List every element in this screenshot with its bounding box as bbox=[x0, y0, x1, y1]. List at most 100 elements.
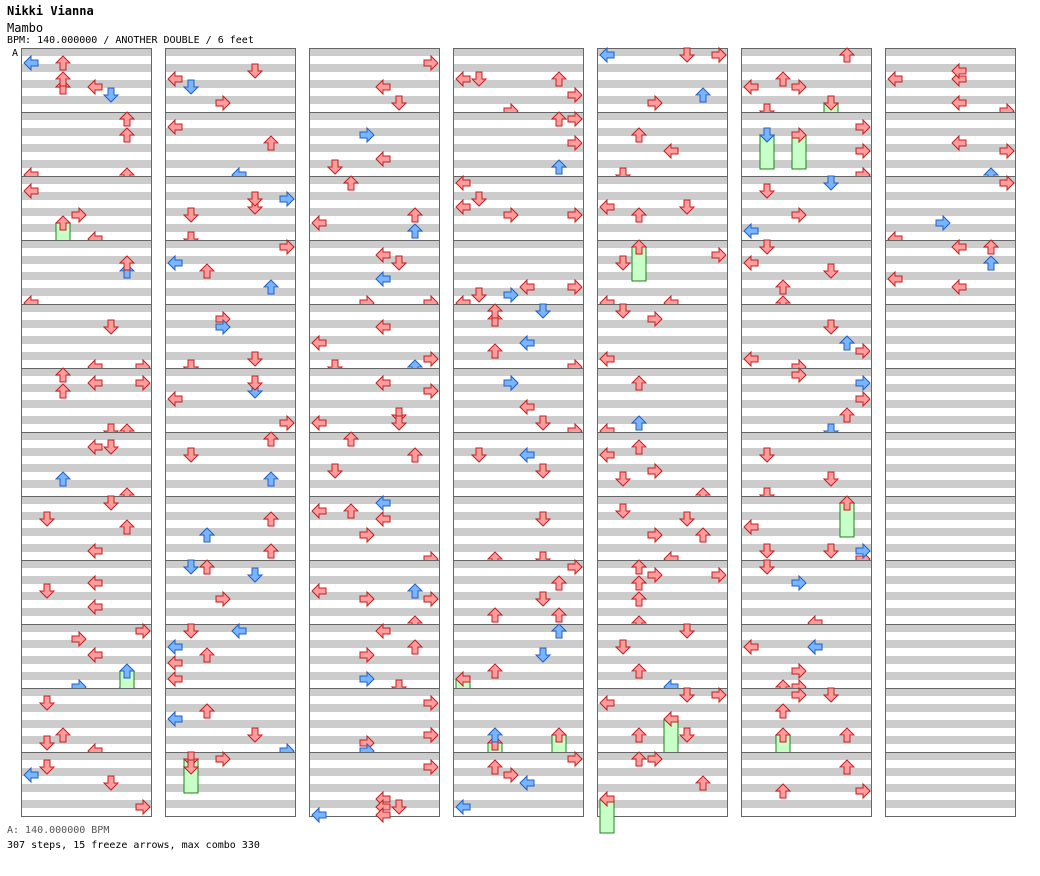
up-arrow-icon bbox=[54, 55, 72, 71]
right-arrow-icon bbox=[855, 782, 871, 800]
measure bbox=[165, 688, 296, 760]
down-arrow-icon bbox=[102, 87, 120, 103]
up-arrow-icon bbox=[774, 71, 792, 87]
down-arrow-icon bbox=[102, 775, 120, 791]
left-arrow-icon bbox=[663, 142, 679, 160]
down-arrow-icon bbox=[102, 439, 120, 455]
measure bbox=[597, 750, 728, 834]
up-arrow-icon bbox=[118, 663, 136, 679]
right-arrow-icon bbox=[791, 206, 807, 224]
left-arrow-icon bbox=[887, 70, 903, 88]
up-arrow-icon bbox=[838, 727, 856, 743]
down-arrow-icon bbox=[614, 255, 632, 271]
left-arrow-icon bbox=[887, 270, 903, 288]
left-arrow-icon bbox=[87, 646, 103, 664]
measure bbox=[597, 496, 728, 568]
down-arrow-icon bbox=[102, 495, 120, 511]
left-arrow-icon bbox=[599, 350, 615, 368]
down-arrow-icon bbox=[822, 687, 840, 703]
measure bbox=[21, 48, 152, 113]
up-arrow-icon bbox=[486, 607, 504, 623]
left-arrow-icon bbox=[167, 70, 183, 88]
right-arrow-icon bbox=[999, 174, 1015, 192]
left-arrow-icon bbox=[231, 622, 247, 640]
measure bbox=[885, 560, 1016, 625]
down-arrow-icon bbox=[758, 127, 776, 143]
down-arrow-icon bbox=[534, 591, 552, 607]
measure bbox=[597, 686, 728, 754]
down-arrow-icon bbox=[246, 63, 264, 79]
down-arrow-icon bbox=[614, 471, 632, 487]
measure bbox=[165, 368, 296, 433]
right-arrow-icon bbox=[423, 382, 439, 400]
down-arrow-icon bbox=[246, 727, 264, 743]
down-arrow-icon bbox=[38, 735, 56, 751]
down-arrow-icon bbox=[390, 95, 408, 111]
right-arrow-icon bbox=[423, 54, 439, 72]
right-arrow-icon bbox=[647, 750, 663, 768]
measure bbox=[453, 623, 584, 714]
right-arrow-icon bbox=[423, 758, 439, 776]
measure bbox=[597, 432, 728, 503]
right-arrow-icon bbox=[135, 798, 151, 816]
left-arrow-icon bbox=[519, 398, 535, 416]
right-arrow-icon bbox=[855, 118, 871, 136]
left-arrow-icon bbox=[951, 134, 967, 152]
measure bbox=[741, 495, 872, 568]
down-arrow-icon bbox=[758, 447, 776, 463]
right-arrow-icon bbox=[855, 142, 871, 160]
bpm-marker: A bbox=[12, 48, 19, 59]
left-arrow-icon bbox=[807, 638, 823, 656]
chart-info: BPM: 140.000000 / ANOTHER DOUBLE / 6 fee… bbox=[7, 35, 254, 46]
up-arrow-icon bbox=[630, 575, 648, 591]
measure bbox=[309, 752, 440, 824]
down-arrow-icon bbox=[182, 759, 200, 775]
left-arrow-icon bbox=[743, 78, 759, 96]
right-arrow-icon bbox=[647, 310, 663, 328]
right-arrow-icon bbox=[935, 214, 951, 232]
down-arrow-icon bbox=[822, 95, 840, 111]
up-arrow-icon bbox=[838, 47, 856, 63]
down-arrow-icon bbox=[470, 71, 488, 87]
up-arrow-icon bbox=[838, 495, 856, 511]
measure bbox=[885, 432, 1016, 497]
right-arrow-icon bbox=[791, 662, 807, 680]
chart-column bbox=[597, 46, 728, 834]
up-arrow-icon bbox=[486, 727, 504, 743]
left-arrow-icon bbox=[743, 518, 759, 536]
down-arrow-icon bbox=[246, 567, 264, 583]
right-arrow-icon bbox=[359, 646, 375, 664]
up-arrow-icon bbox=[342, 503, 360, 519]
measure bbox=[453, 110, 584, 177]
left-arrow-icon bbox=[87, 78, 103, 96]
right-arrow-icon bbox=[71, 630, 87, 648]
right-arrow-icon bbox=[791, 126, 807, 144]
right-arrow-icon bbox=[503, 374, 519, 392]
right-arrow-icon bbox=[359, 526, 375, 544]
measure bbox=[597, 46, 728, 113]
up-arrow-icon bbox=[630, 127, 648, 143]
left-arrow-icon bbox=[455, 798, 471, 816]
down-arrow-icon bbox=[182, 79, 200, 95]
right-arrow-icon bbox=[855, 374, 871, 392]
chart-column bbox=[741, 47, 872, 817]
right-arrow-icon bbox=[711, 566, 727, 584]
measure bbox=[165, 112, 296, 184]
up-arrow-icon bbox=[54, 471, 72, 487]
down-arrow-icon bbox=[390, 799, 408, 815]
up-arrow-icon bbox=[630, 727, 648, 743]
up-arrow-icon bbox=[630, 239, 648, 255]
artist-title: Nikki Vianna bbox=[7, 4, 94, 18]
down-arrow-icon bbox=[822, 543, 840, 559]
left-arrow-icon bbox=[519, 334, 535, 352]
down-arrow-icon bbox=[182, 559, 200, 575]
measure bbox=[21, 240, 152, 312]
down-arrow-icon bbox=[182, 207, 200, 223]
right-arrow-icon bbox=[135, 622, 151, 640]
measure bbox=[885, 304, 1016, 369]
measure bbox=[597, 623, 728, 696]
right-arrow-icon bbox=[359, 670, 375, 688]
left-arrow-icon bbox=[375, 806, 391, 824]
right-arrow-icon bbox=[791, 78, 807, 96]
down-arrow-icon bbox=[534, 463, 552, 479]
